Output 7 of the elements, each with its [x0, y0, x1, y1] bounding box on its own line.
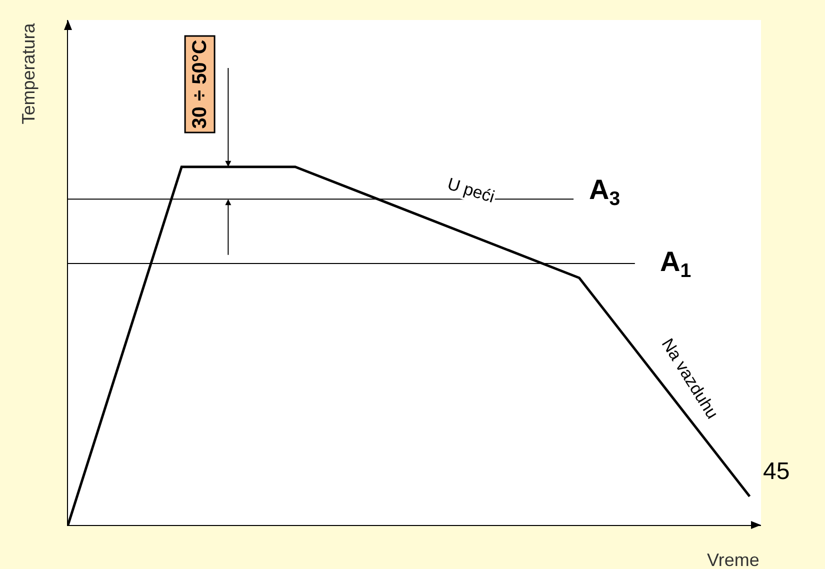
text: 30 ÷ 50°C [188, 40, 211, 129]
y-axis-title: Temperatura [18, 22, 38, 124]
ref-line-label: A$_{1}$ [660, 246, 692, 282]
ref-line-label: A$_{3}$ [589, 174, 620, 210]
text: 45 [763, 458, 790, 485]
x-axis-title: Vreme [707, 550, 760, 569]
annotation: U peći [445, 174, 497, 207]
